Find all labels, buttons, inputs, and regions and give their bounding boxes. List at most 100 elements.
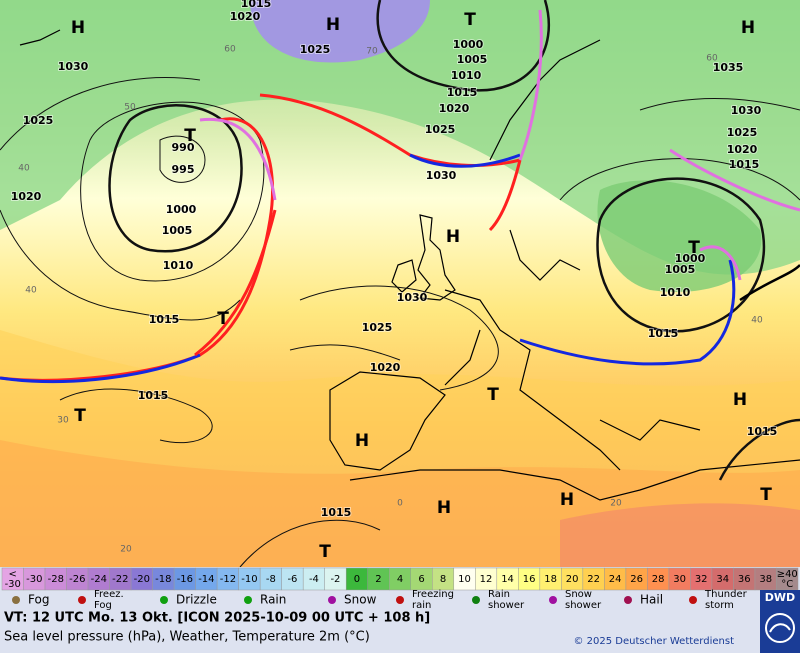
scale-label: -16: [177, 574, 193, 585]
isobar-label: 1020: [230, 10, 261, 23]
isobar-label: 1025: [23, 114, 54, 127]
pressure-system: H: [446, 227, 460, 247]
weather-label: Snow: [344, 593, 377, 607]
weather-icon: [624, 596, 632, 604]
pressure-system: T: [319, 542, 331, 562]
scale-label: 24: [609, 574, 622, 585]
graticule-label: 20: [610, 499, 622, 509]
graticule-label: 40: [751, 316, 763, 326]
weather-label: Rain shower: [488, 589, 525, 611]
graticule-label: 50: [124, 103, 136, 113]
scale-label: 10: [458, 574, 471, 585]
scale-label: -14: [198, 574, 214, 585]
weather-label: Hail: [640, 593, 663, 607]
isobar-label: 1025: [362, 321, 393, 334]
pressure-system: T: [74, 406, 86, 426]
pressure-system: T: [760, 485, 772, 505]
isobar-label: 1015: [648, 327, 679, 340]
scale-label: 16: [523, 574, 536, 585]
scale-label: 12: [480, 574, 493, 585]
scale-unit: °C: [781, 579, 793, 590]
pressure-system: T: [464, 10, 476, 30]
isobar-label: 1005: [457, 53, 488, 66]
scale-symbol: ≥40: [777, 569, 798, 580]
scale-label: 38: [759, 574, 772, 585]
graticule-label: 60: [224, 45, 236, 55]
scale-label: -26: [69, 574, 85, 585]
isobar-label: 1010: [163, 259, 194, 272]
scale-label: 22: [587, 574, 600, 585]
weather-icon: [160, 596, 168, 604]
graticule-label: 70: [366, 47, 378, 57]
isobar-label: 1015: [138, 389, 169, 402]
weather-icon: [689, 596, 697, 604]
pressure-system: T: [688, 238, 700, 258]
scale-label: -18: [155, 574, 171, 585]
weather-icon: [549, 596, 557, 604]
graticule-label: 40: [25, 286, 37, 296]
copyright: © 2025 Deutscher Wetterdienst: [573, 636, 734, 647]
graticule-label: 20: [120, 545, 132, 555]
scale-label: -24: [91, 574, 107, 585]
isobar-label: 1000: [453, 38, 484, 51]
isobar-label: 1025: [425, 123, 456, 136]
isobar-label: 1025: [300, 43, 331, 56]
scale-label: 4: [397, 574, 403, 585]
isobar-label: 1015: [729, 158, 760, 171]
logo-text: DWD: [765, 591, 795, 604]
scale-label: 28: [652, 574, 665, 585]
scale-label: 32: [695, 574, 708, 585]
weather-legend: Fog Freez. Fog Drizzle Rain Snow Freezing rain R…: [12, 589, 748, 611]
isobar-label: 1005: [665, 263, 696, 276]
scale-label: -6: [287, 574, 297, 585]
scale-symbol: <: [9, 569, 17, 580]
isobar-label: 1030: [58, 60, 89, 73]
scale-label: -30: [26, 574, 42, 585]
isobar-label: 1015: [747, 425, 778, 438]
coastlines: [19, 29, 800, 501]
scale-label: -2: [330, 574, 340, 585]
valid-time: VT: 12 UTC Mo. 13 Okt. [ICON 2025-10-09 …: [4, 611, 430, 626]
isobar-label: 990: [172, 141, 195, 154]
scale-label: -4: [309, 574, 319, 585]
isobar-label: 1035: [713, 61, 744, 74]
weather-label: Fog: [28, 593, 49, 607]
weather-icon: [472, 596, 480, 604]
isobar-label: 1000: [166, 203, 197, 216]
pressure-system: H: [71, 18, 85, 38]
isobar-label: 1015: [447, 86, 478, 99]
scale-label: -12: [220, 574, 236, 585]
isobar-label: 1025: [727, 126, 758, 139]
map-background: [0, 0, 800, 567]
temperature-scale: <-30 -30 -28 -26 -24 -22 -20 -18 -16 -14 -12 -10 -8-…: [1, 567, 799, 591]
scale-label: 18: [544, 574, 557, 585]
weather-icon: [244, 596, 252, 604]
pressure-system: T: [487, 385, 499, 405]
scale-label: -28: [48, 574, 64, 585]
isobar-label: 1015: [149, 313, 180, 326]
pressure-system: T: [184, 126, 196, 146]
weather-icon: [12, 596, 20, 604]
scale-label: -8: [266, 574, 276, 585]
scale-label: -22: [112, 574, 128, 585]
graticule-label: 0: [397, 499, 403, 509]
isobar-label: 1015: [321, 506, 352, 519]
description: Sea level pressure (hPa), Weather, Tempe…: [4, 630, 370, 645]
isobar-label: 1020: [370, 361, 401, 374]
weather-label: Rain: [260, 593, 286, 607]
weather-label: Freezing rain: [412, 589, 454, 611]
isobar-label: 1000: [675, 252, 706, 265]
pressure-system: H: [733, 390, 747, 410]
isobar-label: 995: [172, 163, 195, 176]
pressure-system: H: [437, 498, 451, 518]
scale-label: 0: [354, 574, 360, 585]
weather-label: Thunder storm: [704, 589, 748, 611]
scale-label: 26: [630, 574, 643, 585]
isobar-label: 1010: [660, 286, 691, 299]
scale-label: 2: [375, 574, 381, 585]
scale-label: 6: [418, 574, 424, 585]
scale-label: -20: [134, 574, 150, 585]
